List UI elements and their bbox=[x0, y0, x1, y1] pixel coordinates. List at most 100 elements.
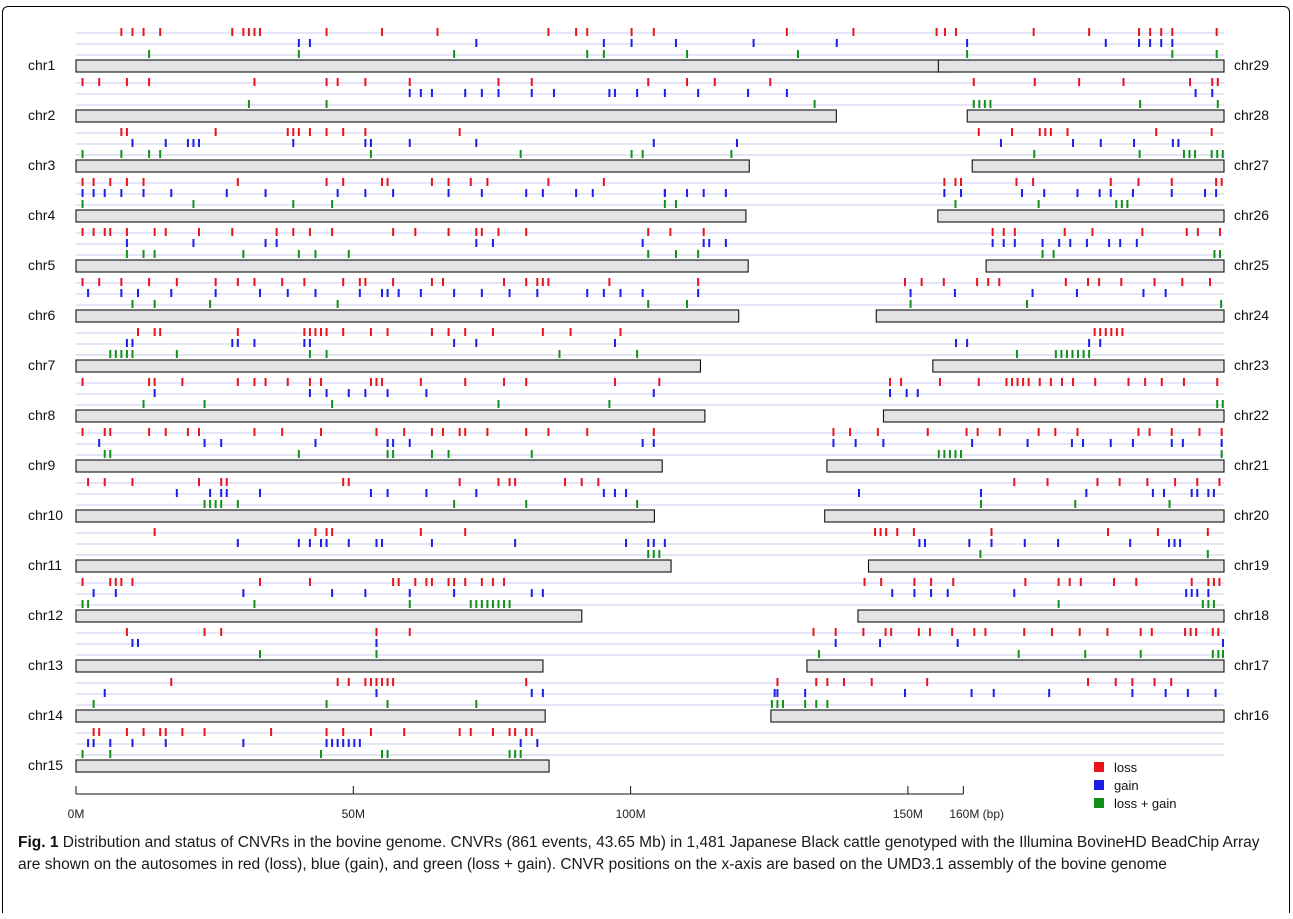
chr6-gain-mark bbox=[314, 289, 317, 297]
chr26-bar bbox=[937, 209, 1225, 223]
chr12-loss-mark bbox=[81, 578, 84, 586]
chr6-loss-mark bbox=[547, 278, 550, 286]
chr27-gain-mark bbox=[999, 139, 1002, 147]
chr6-both-mark bbox=[686, 300, 689, 308]
chr2-gain-mark bbox=[430, 89, 433, 97]
chr10-loss-mark bbox=[198, 478, 201, 486]
chr26-loss-mark bbox=[1032, 178, 1035, 186]
chr3-loss-mark bbox=[458, 128, 461, 136]
chr27-bar bbox=[971, 159, 1225, 173]
chr26-gain-mark bbox=[1021, 189, 1024, 197]
chr1-loss-mark bbox=[436, 28, 439, 36]
chr21-both-mark bbox=[943, 450, 946, 458]
chr5-loss-mark bbox=[669, 228, 672, 236]
chr1-gain-mark bbox=[308, 39, 311, 47]
chr10-gain-mark bbox=[475, 489, 478, 497]
chr2-loss-mark bbox=[253, 78, 256, 86]
chr9-both-mark bbox=[447, 450, 450, 458]
chr26-gain-mark bbox=[1204, 189, 1207, 197]
chr15-label: chr15 bbox=[28, 757, 63, 773]
chr16-loss-mark bbox=[1131, 678, 1134, 686]
chr18-loss-mark bbox=[913, 578, 916, 586]
chr21-both-mark bbox=[954, 450, 957, 458]
chr17-loss-mark bbox=[884, 628, 887, 636]
chr18-loss-mark bbox=[1207, 578, 1210, 586]
chr21-bar bbox=[826, 459, 1225, 473]
chr1-gain-mark bbox=[674, 39, 677, 47]
chr25-loss-mark bbox=[1185, 228, 1188, 236]
chr1-gain-mark bbox=[475, 39, 478, 47]
chr8-loss-mark bbox=[464, 378, 467, 386]
chr14-loss-mark bbox=[369, 678, 372, 686]
chr21-loss-mark bbox=[1170, 428, 1173, 436]
chr11-gain-mark bbox=[320, 539, 323, 547]
chr6-loss-mark bbox=[148, 278, 151, 286]
chr26-label: chr26 bbox=[1234, 207, 1269, 223]
chr21-both-mark bbox=[960, 450, 963, 458]
chr28-both-mark bbox=[983, 100, 986, 108]
chr22-gain-mark bbox=[889, 389, 892, 397]
chr10-both-mark bbox=[236, 500, 239, 508]
chr11-gain-mark bbox=[297, 539, 300, 547]
chr6-gain-mark bbox=[602, 289, 605, 297]
chr23-bar bbox=[932, 359, 1225, 373]
chr12-both-mark bbox=[87, 600, 90, 608]
chr17-loss-mark bbox=[1078, 628, 1081, 636]
chr22-loss-mark bbox=[1027, 378, 1030, 386]
chr4-both-mark bbox=[663, 200, 666, 208]
chr15-loss-mark bbox=[164, 728, 167, 736]
chr26-gain-mark bbox=[1131, 189, 1134, 197]
chr22-loss-mark bbox=[889, 378, 892, 386]
chr18-gain-mark bbox=[891, 589, 894, 597]
chr9-loss-mark bbox=[652, 428, 655, 436]
chr28-loss-mark bbox=[1216, 78, 1219, 86]
chr26-gain-mark bbox=[960, 189, 963, 197]
chr4-loss-mark bbox=[142, 178, 145, 186]
chr1-loss-mark bbox=[325, 28, 328, 36]
chr4-loss-mark bbox=[236, 178, 239, 186]
chr20-gain-mark bbox=[1162, 489, 1165, 497]
chr26-loss-mark bbox=[1220, 178, 1223, 186]
chr7-loss-mark bbox=[137, 328, 140, 336]
chr29-gain-mark bbox=[1138, 39, 1141, 47]
chr24-both-mark bbox=[1026, 300, 1029, 308]
chr6-gain-mark bbox=[259, 289, 262, 297]
chr18-loss-mark bbox=[1057, 578, 1060, 586]
chr15-gain-mark bbox=[331, 739, 334, 747]
chr27-loss-mark bbox=[1038, 128, 1041, 136]
chr5-loss-mark bbox=[702, 228, 705, 236]
chr8-loss-mark bbox=[503, 378, 506, 386]
chr7-both-mark bbox=[120, 350, 123, 358]
chr26-loss-mark bbox=[1137, 178, 1140, 186]
chr11-gain-mark bbox=[308, 539, 311, 547]
chr12-both-mark bbox=[508, 600, 511, 608]
chr14-gain-mark bbox=[375, 689, 378, 697]
chr2-gain-mark bbox=[785, 89, 788, 97]
chr3-gain-mark bbox=[475, 139, 478, 147]
chr18-loss-mark bbox=[1218, 578, 1221, 586]
chr7-loss-mark bbox=[314, 328, 317, 336]
chr8-gain-mark bbox=[425, 389, 428, 397]
chr21-gain-mark bbox=[882, 439, 885, 447]
chr6-gain-mark bbox=[120, 289, 123, 297]
chr21-loss-mark bbox=[1076, 428, 1079, 436]
chr1-both-mark bbox=[586, 50, 589, 58]
chr15-gain-mark bbox=[347, 739, 350, 747]
chr16-gain-mark bbox=[970, 689, 973, 697]
chr17-loss-mark bbox=[1211, 628, 1214, 636]
legend-swatch bbox=[1094, 798, 1104, 808]
chr22-gain-mark bbox=[916, 389, 919, 397]
chr11-gain-mark bbox=[647, 539, 650, 547]
chr6-both-mark bbox=[209, 300, 212, 308]
chr9-gain-mark bbox=[98, 439, 101, 447]
chr9-loss-mark bbox=[586, 428, 589, 436]
chr5-loss-mark bbox=[92, 228, 95, 236]
chr7-loss-mark bbox=[236, 328, 239, 336]
chr17-loss-mark bbox=[1050, 628, 1053, 636]
chr8-loss-mark bbox=[320, 378, 323, 386]
chr22-gain-mark bbox=[905, 389, 908, 397]
chr24-loss-mark bbox=[1153, 278, 1156, 286]
chr17-both-mark bbox=[1222, 650, 1224, 658]
chr3-gain-mark bbox=[364, 139, 367, 147]
chr4-gain-mark bbox=[525, 189, 528, 197]
